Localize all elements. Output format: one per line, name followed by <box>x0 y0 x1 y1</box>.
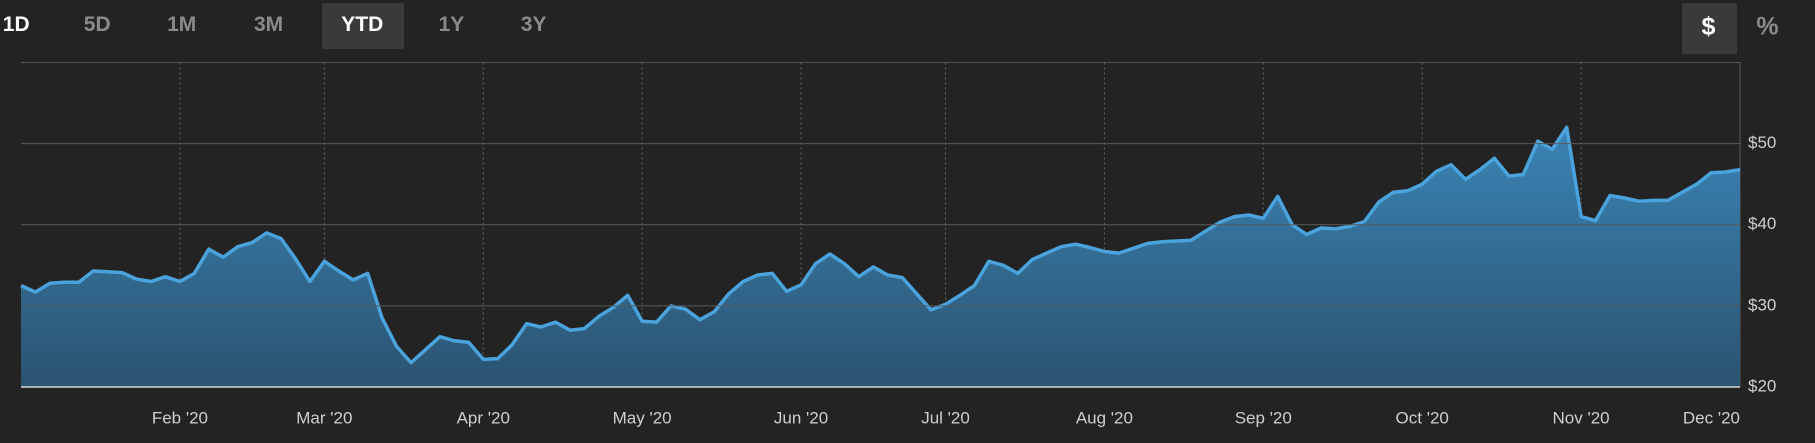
unit-toggle[interactable]: % <box>1756 12 1778 40</box>
x-tick-label: Jun '20 <box>774 408 828 427</box>
range-tab[interactable]: YTD <box>341 13 383 36</box>
range-tab[interactable]: 5D <box>84 13 111 36</box>
active-unit-bg <box>1682 3 1737 54</box>
x-tick-label: Dec '20 <box>1683 408 1740 427</box>
x-tick-label: Feb '20 <box>152 408 208 427</box>
price-area <box>21 127 1740 388</box>
x-tick-label: Apr '20 <box>457 408 510 427</box>
x-tick-label: Mar '20 <box>296 408 352 427</box>
y-tick-label: $40 <box>1748 214 1776 233</box>
x-tick-label: May '20 <box>613 408 672 427</box>
price-line <box>20 125 1741 365</box>
range-tab[interactable]: 1Y <box>439 13 465 36</box>
range-tab[interactable]: 3M <box>254 13 283 36</box>
x-tick-label: Oct '20 <box>1396 408 1449 427</box>
x-tick-label: Nov '20 <box>1553 408 1610 427</box>
x-tick-label: Jul '20 <box>921 408 970 427</box>
x-tick-label: Aug '20 <box>1076 408 1133 427</box>
y-tick-label: $30 <box>1748 295 1776 314</box>
active-tab-bg <box>322 3 404 49</box>
range-tab[interactable]: 3Y <box>521 13 547 36</box>
y-tick-label: $20 <box>1748 376 1776 395</box>
unit-toggle[interactable]: $ <box>1702 12 1716 40</box>
y-tick-label: $50 <box>1748 133 1776 152</box>
range-tab[interactable]: 1D <box>3 13 30 36</box>
range-tab[interactable]: 1M <box>167 13 196 36</box>
x-tick-label: Sep '20 <box>1235 408 1292 427</box>
